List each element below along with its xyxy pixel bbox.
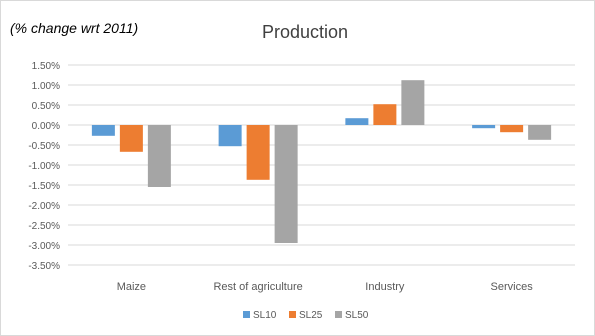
y-tick-label: -0.50% (28, 141, 60, 152)
y-axis-ticks: 1.50% 1.00% 0.50% 0.00% -0.50% -1.00% -1.50% -2… (28, 61, 60, 272)
bars (91, 80, 552, 243)
legend: SL10 SL25 SL50 (243, 310, 369, 321)
x-axis-labels: Maize Rest of agriculture Industry Services (117, 281, 534, 293)
bar-sl10 (345, 118, 369, 125)
legend-swatch-sl25 (289, 311, 296, 318)
y-tick-label: -3.50% (28, 261, 60, 272)
bar-sl25 (500, 125, 524, 133)
bar-sl25 (119, 125, 143, 152)
y-tick-label: 0.50% (32, 101, 60, 112)
bar-sl10 (472, 125, 496, 129)
bar-sl50 (274, 125, 298, 243)
x-category-label: Services (491, 281, 534, 293)
y-tick-label: -1.50% (28, 181, 60, 192)
legend-swatch-sl50 (335, 311, 342, 318)
y-tick-label: -1.00% (28, 161, 60, 172)
chart-title: Production (262, 22, 348, 42)
y-tick-label: -3.00% (28, 241, 60, 252)
y-tick-label: 1.50% (32, 61, 60, 72)
x-category-label: Maize (117, 281, 146, 293)
legend-swatch-sl10 (243, 311, 250, 318)
legend-label-sl50: SL50 (345, 310, 369, 321)
bar-sl50 (147, 125, 171, 187)
bar-sl10 (91, 125, 115, 136)
legend-label-sl25: SL25 (299, 310, 323, 321)
bar-sl10 (218, 125, 242, 147)
chart-subtitle: (% change wrt 2011) (10, 20, 138, 36)
bar-sl25 (246, 125, 270, 180)
gridlines (68, 64, 575, 266)
bar-sl50 (401, 80, 425, 125)
legend-label-sl10: SL10 (253, 310, 277, 321)
x-category-label: Rest of agriculture (213, 281, 302, 293)
x-category-label: Industry (365, 281, 405, 293)
y-tick-label: -2.00% (28, 201, 60, 212)
bar-sl25 (373, 104, 397, 125)
y-tick-label: 0.00% (32, 121, 60, 132)
bar-sl50 (528, 125, 552, 140)
y-tick-label: 1.00% (32, 81, 60, 92)
y-tick-label: -2.50% (28, 221, 60, 232)
